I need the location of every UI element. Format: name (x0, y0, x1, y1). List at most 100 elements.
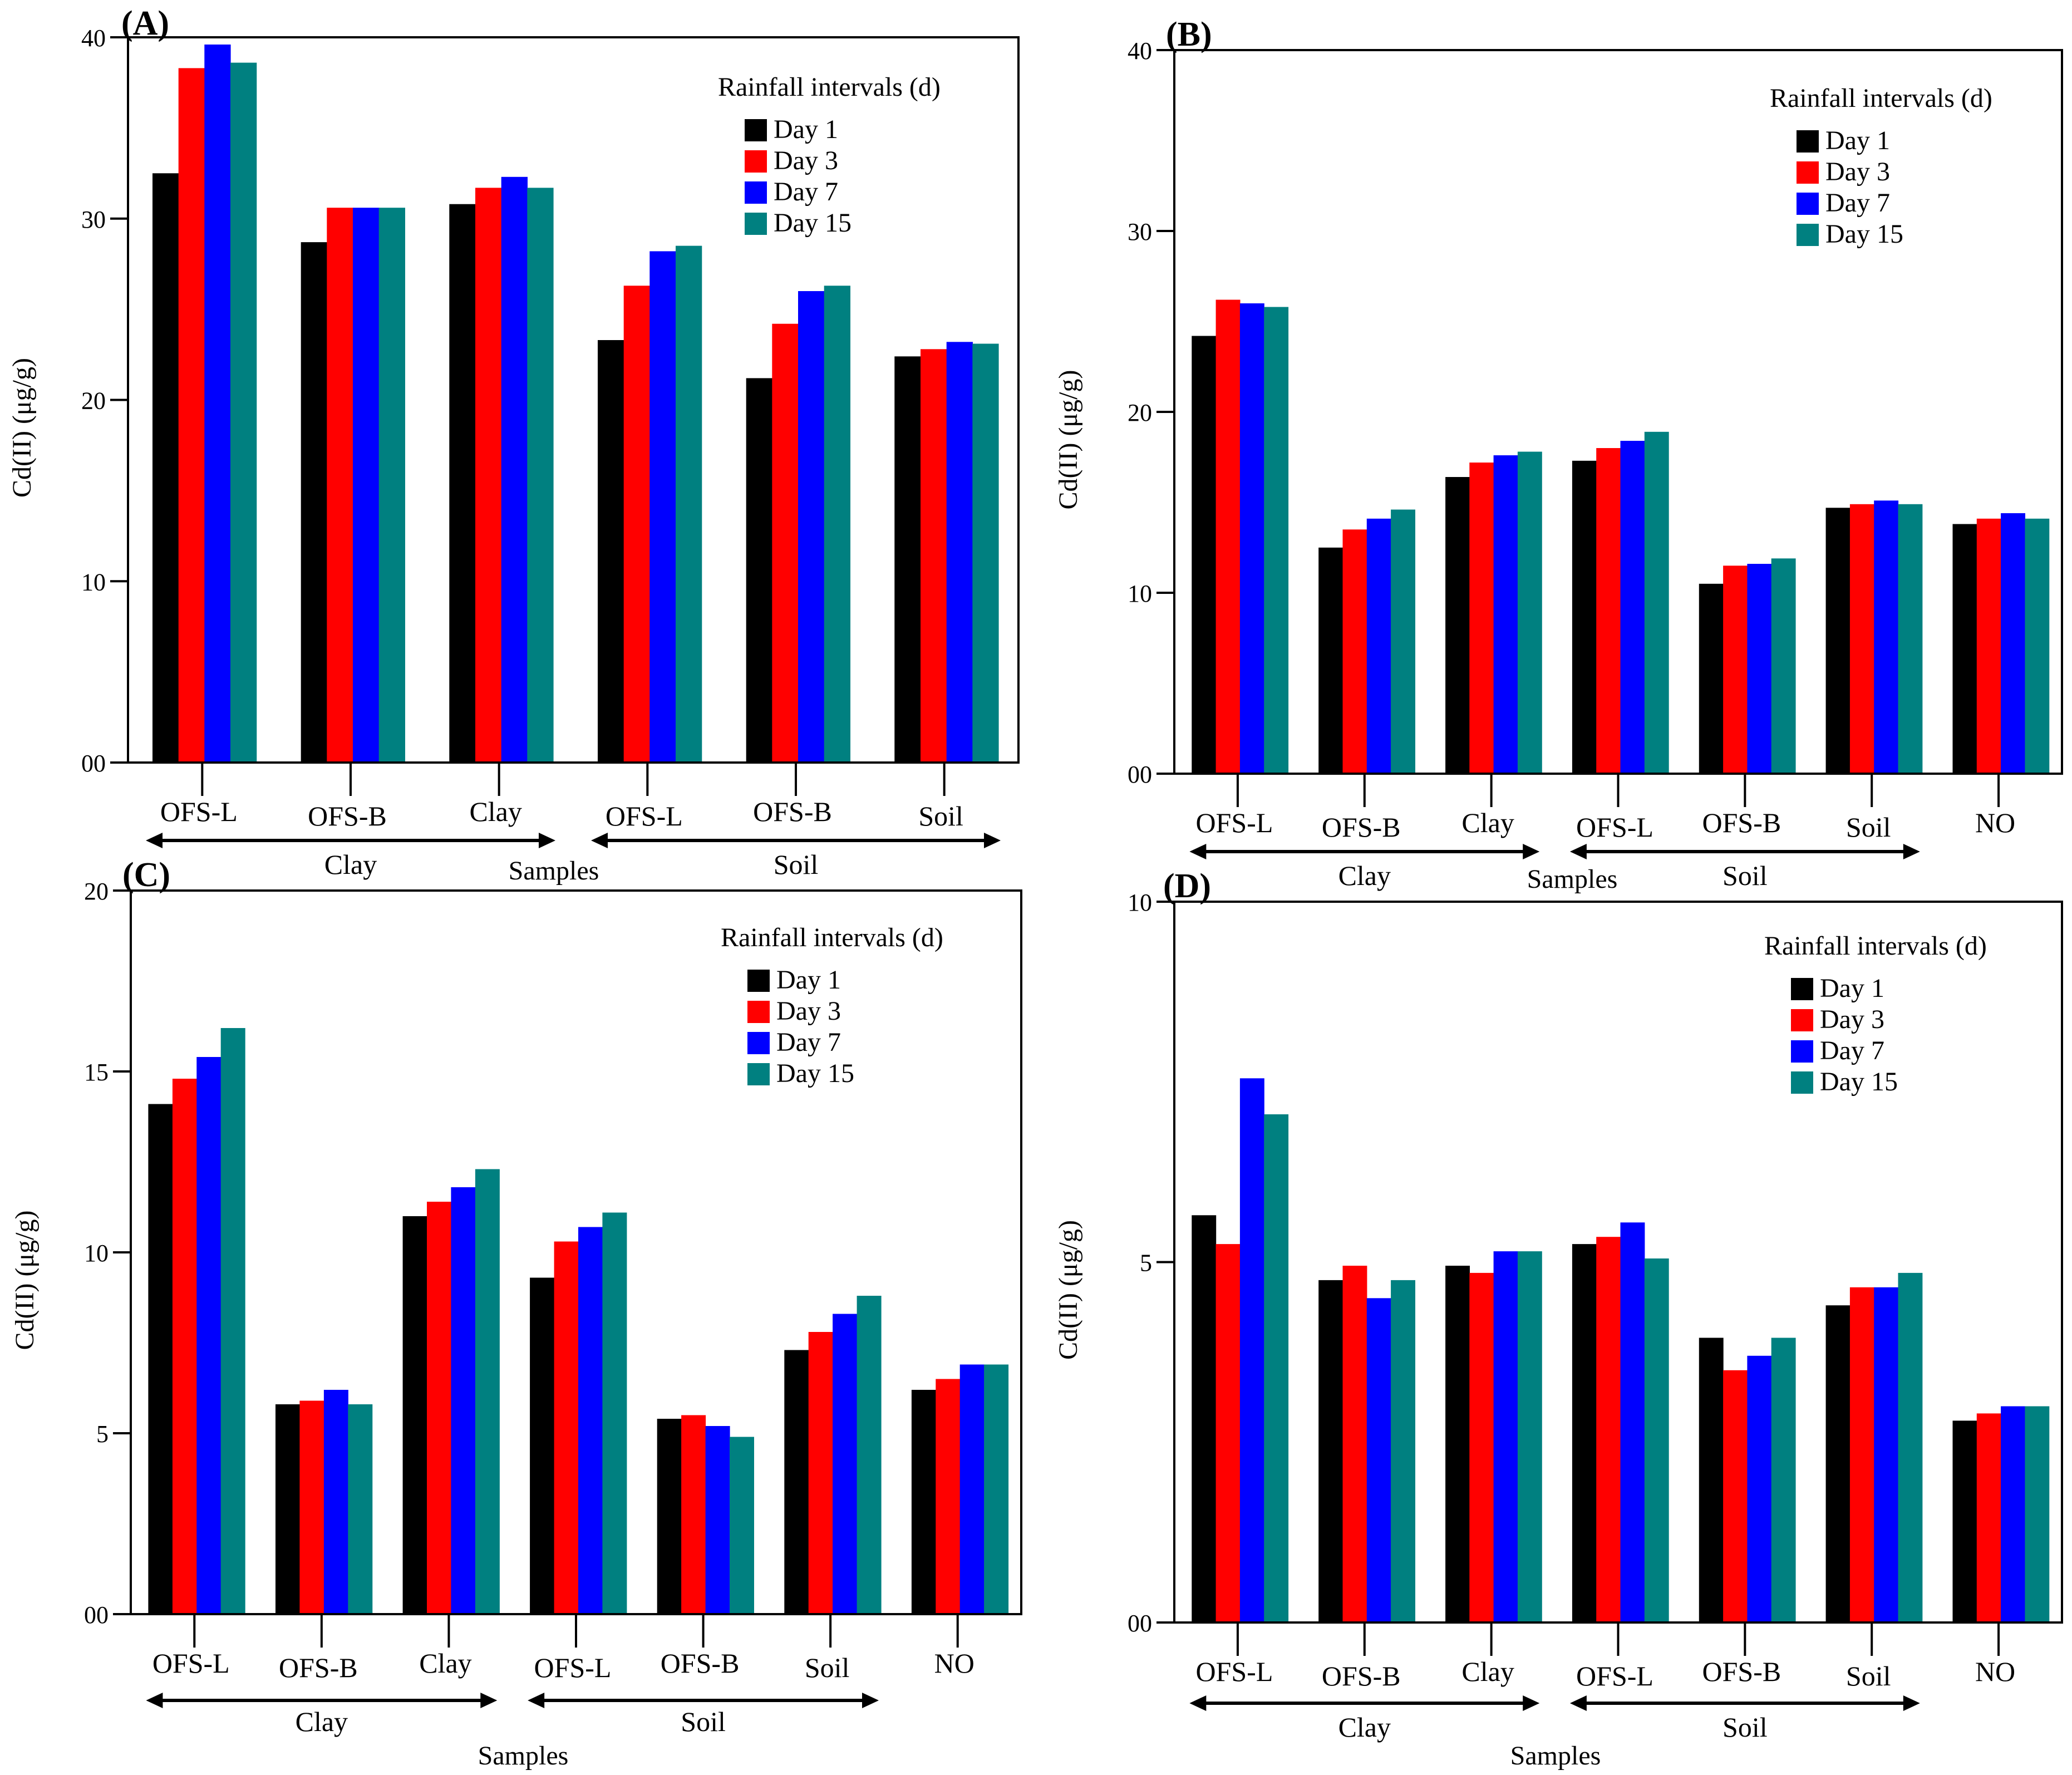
arrow-right-icon (1903, 844, 1920, 859)
bar-day3-5 (1723, 566, 1748, 774)
panel-label: (B) (1166, 16, 1212, 53)
bar-day1-5 (1699, 583, 1724, 774)
y-axis-title: Cd(II) (μg/g) (1054, 370, 1083, 510)
bar-day15-4 (1644, 1258, 1669, 1622)
legend-label: Day 15 (1820, 1067, 1898, 1097)
bar-day7-2 (323, 1390, 348, 1614)
legend-swatch-day7 (1797, 193, 1819, 215)
bar-day15-7 (2025, 518, 2050, 774)
bar-day15-5 (1771, 1338, 1796, 1622)
bar-day3-3 (475, 188, 502, 763)
arrow-right-icon (480, 1693, 498, 1708)
bar-day1-7 (1952, 1420, 1977, 1622)
bar-day7-7 (2001, 513, 2025, 774)
x-tick-label: OFS-B (1702, 1656, 1781, 1687)
legend-swatch-day1 (745, 119, 767, 141)
bar-day7-6 (1874, 500, 1899, 774)
x-tick-label: OFS-L (534, 1652, 612, 1683)
bar-day3-6 (1849, 1287, 1874, 1622)
x-tick-label: OFS-B (1702, 807, 1781, 838)
legend-swatch-day15 (1791, 1071, 1813, 1094)
chart-panel-c: 00 5 10 15 20 OFS-L OFS-B Clay OFS-L OFS-B Soil NO C… (10, 856, 1022, 1771)
bar-day3-3 (427, 1202, 451, 1614)
bar-day3-7 (1976, 1413, 2001, 1622)
legend-label: Day 1 (1825, 126, 1890, 155)
y-axis-title: Cd(II) (μg/g) (1054, 1220, 1083, 1360)
y-tick-label: 20 (1128, 399, 1152, 426)
arrow-right-icon (539, 833, 555, 848)
bar-day1-5 (657, 1419, 682, 1614)
bar-day7-1 (204, 45, 231, 763)
bar-day7-4 (1620, 441, 1645, 774)
x-tick-label: Soil (918, 800, 963, 832)
legend-swatch-day3 (1791, 1009, 1813, 1031)
x-tick-label: OFS-L (1195, 1656, 1273, 1687)
bar-day7-7 (959, 1364, 985, 1614)
x-tick-label: Clay (419, 1648, 471, 1679)
bar-day1-7 (911, 1390, 936, 1614)
y-tick-label: 10 (84, 1240, 109, 1267)
arrow-left-icon (528, 1693, 545, 1708)
legend-label: Day 15 (776, 1059, 854, 1088)
bar-day3-1 (1215, 1244, 1241, 1622)
bar-day7-1 (1239, 303, 1264, 774)
x-axis-title: Samples (1510, 1741, 1601, 1771)
bar-day7-1 (196, 1057, 222, 1614)
y-tick-label: 20 (81, 387, 106, 415)
bar-day3-1 (178, 68, 205, 763)
bar-day7-4 (1620, 1222, 1645, 1622)
bar-day3-6 (808, 1332, 833, 1614)
arrow-right-icon (1523, 844, 1540, 859)
legend-title: Rainfall intervals (d) (1764, 931, 1987, 961)
legend-label: Day 7 (774, 177, 838, 206)
group-label: Clay (1338, 860, 1391, 891)
arrow-right-icon (862, 1693, 879, 1708)
bar-day1-2 (1318, 1280, 1343, 1622)
x-tick-label: NO (934, 1648, 975, 1679)
y-axis-title: Cd(II) (μg/g) (7, 358, 37, 498)
bar-day3-2 (1342, 529, 1367, 774)
bar-day3-4 (554, 1241, 579, 1614)
bar-day15-7 (984, 1364, 1009, 1614)
bar-day3-5 (772, 323, 799, 763)
bar-day1-1 (1192, 1215, 1217, 1622)
bar-day15-1 (1264, 307, 1289, 774)
bar-day15-3 (527, 188, 554, 763)
group-label: Clay (324, 849, 377, 880)
bar-day3-3 (1469, 1272, 1494, 1622)
group-label: Soil (681, 1706, 726, 1737)
bar-day15-2 (348, 1404, 373, 1614)
y-tick-label: 10 (81, 568, 106, 596)
x-tick-label: OFS-B (753, 796, 832, 827)
bar-day3-1 (172, 1079, 197, 1614)
bar-day1-1 (148, 1104, 173, 1614)
y-tick-label: 5 (1140, 1250, 1152, 1277)
x-tick-label: OFS-L (160, 796, 238, 827)
bar-day15-6 (1898, 504, 1923, 774)
x-tick-label: OFS-L (1576, 1660, 1653, 1692)
bar-day3-6 (921, 349, 947, 763)
bar-day1-6 (784, 1350, 809, 1614)
bar-day7-3 (1493, 1251, 1518, 1622)
bar-day7-3 (1493, 455, 1518, 774)
bar-day1-3 (402, 1216, 427, 1614)
bar-day15-7 (2025, 1406, 2050, 1622)
legend-swatch-day1 (1791, 978, 1813, 1000)
bar-day7-4 (578, 1227, 603, 1614)
bar-day15-2 (378, 208, 405, 763)
legend-swatch-day15 (747, 1063, 770, 1085)
y-tick-label: 30 (1128, 218, 1152, 245)
y-tick-label: 00 (1128, 761, 1152, 788)
legend-label: Day 7 (1825, 188, 1890, 218)
chart-panel-b: 00 10 20 30 40 OFS-L OFS-B Clay OFS-L OFS-B Soil NO… (1054, 16, 2063, 894)
bar-day3-7 (936, 1379, 961, 1614)
x-tick-label: OFS-L (152, 1648, 230, 1679)
y-tick-label: 10 (1128, 580, 1152, 607)
arrow-right-icon (1523, 1695, 1540, 1711)
bar-day3-1 (1215, 299, 1241, 774)
bar-day7-6 (1874, 1287, 1899, 1622)
bar-day7-3 (501, 176, 528, 763)
panel-label: (D) (1163, 867, 1211, 905)
arrow-right-icon (1903, 1695, 1920, 1711)
arrow-left-icon (1569, 844, 1587, 859)
